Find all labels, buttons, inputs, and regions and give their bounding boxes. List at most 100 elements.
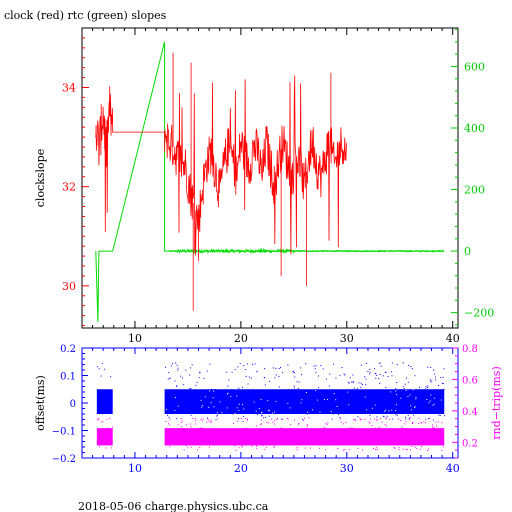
rnd-trip-point: [421, 445, 423, 447]
rnd-trip-point: [179, 443, 181, 445]
offset-point: [101, 362, 103, 364]
offset-point: [380, 365, 382, 367]
offset-panel-axes: 10 20 30 40 −0.2 −0.1 0 0.1 0.2 0.2 0.4 0.6 0.8: [52, 344, 478, 475]
rnd-trip-point: [286, 431, 288, 433]
bottom-x-tick-label: 20: [234, 462, 248, 475]
offset-point: [254, 393, 256, 395]
offset-point: [357, 412, 359, 414]
offset-point: [351, 398, 353, 400]
rnd-trip-point: [333, 436, 335, 438]
rnd-trip-point: [242, 421, 244, 423]
rnd-trip-point: [261, 419, 263, 421]
offset-point: [175, 409, 177, 411]
offset-point: [260, 410, 262, 412]
offset-gap: [407, 396, 409, 398]
rnd-trip-point: [305, 429, 307, 431]
offset-point: [189, 412, 191, 414]
offset-point: [237, 417, 239, 419]
rnd-trip-point: [217, 442, 219, 444]
offset-gap: [330, 410, 332, 412]
offset-point: [200, 393, 202, 395]
offset-point: [369, 373, 371, 375]
offset-band: [164, 389, 445, 414]
offset-point: [264, 412, 266, 414]
rnd-trip-point: [414, 446, 416, 448]
rnd-trip-point: [431, 424, 433, 426]
offset-point: [348, 382, 350, 384]
offset-point: [198, 377, 200, 379]
offset-gap: [230, 395, 232, 397]
offset-point: [305, 400, 307, 402]
offset-point: [195, 403, 197, 405]
offset-point: [289, 400, 291, 402]
offset-point: [356, 388, 358, 390]
offset-point: [374, 367, 376, 369]
offset-point: [165, 406, 167, 408]
rnd-trip-point: [345, 435, 347, 437]
rnd-trip-point: [396, 439, 398, 441]
offset-point: [215, 419, 217, 421]
offset-point: [379, 383, 381, 385]
rnd-trip-point: [384, 442, 386, 444]
offset-point: [176, 364, 178, 366]
rnd-trip-point: [244, 418, 246, 420]
offset-point: [392, 418, 394, 420]
offset-point: [228, 404, 230, 406]
offset-point: [442, 383, 444, 385]
offset-point: [242, 386, 244, 388]
offset-point: [403, 403, 405, 405]
rnd-trip-point: [246, 419, 248, 421]
rnd-trip-point: [293, 419, 295, 421]
rnd-trip-point: [406, 428, 408, 430]
rnd-trip-point: [439, 433, 441, 435]
rnd-trip-band: [96, 428, 113, 446]
rnd-trip-point: [405, 421, 407, 423]
offset-point: [188, 397, 190, 399]
offset-point: [297, 388, 299, 390]
rnd-trip-point: [406, 449, 408, 451]
offset-point: [254, 363, 256, 365]
rnd-trip-point: [241, 417, 243, 419]
offset-point: [369, 368, 371, 370]
rnd-trip-point: [386, 433, 388, 435]
rnd-trip-point: [177, 424, 179, 426]
offset-point: [353, 387, 355, 389]
rnd-trip-point: [110, 432, 112, 434]
rnd-trip-point: [100, 421, 102, 423]
rnd-trip-point: [386, 425, 388, 427]
rnd-trip-point: [350, 427, 352, 429]
offset-point: [308, 406, 310, 408]
offset-point: [414, 375, 416, 377]
offset-point: [264, 384, 266, 386]
offset-point: [434, 376, 436, 378]
offset-point: [263, 377, 265, 379]
offset-point: [294, 391, 296, 393]
offset-gap: [429, 400, 431, 402]
rnd-trip-point: [303, 433, 305, 435]
offset-point: [427, 386, 429, 388]
rnd-trip-point: [241, 445, 243, 447]
rnd-trip-point: [320, 435, 322, 437]
offset-point: [103, 398, 105, 400]
rnd-trip-point: [335, 438, 337, 440]
rnd-trip-point: [246, 418, 248, 420]
offset-point: [96, 366, 98, 368]
rnd-trip-point: [398, 418, 400, 420]
offset-point: [343, 396, 345, 398]
rnd-trip-point: [165, 442, 167, 444]
offset-point: [287, 409, 289, 411]
rnd-trip-point: [289, 444, 291, 446]
offset-point: [365, 384, 367, 386]
rnd-trip-point: [165, 429, 167, 431]
offset-point: [193, 403, 195, 405]
offset-point: [405, 409, 407, 411]
rnd-trip-point: [325, 444, 327, 446]
offset-gap: [323, 399, 325, 401]
offset-point: [428, 417, 430, 419]
offset-gap: [434, 397, 436, 399]
offset-point: [176, 393, 178, 395]
offset-gap: [255, 410, 257, 412]
offset-point: [427, 385, 429, 387]
offset-point: [280, 367, 282, 369]
offset-point: [264, 416, 266, 418]
